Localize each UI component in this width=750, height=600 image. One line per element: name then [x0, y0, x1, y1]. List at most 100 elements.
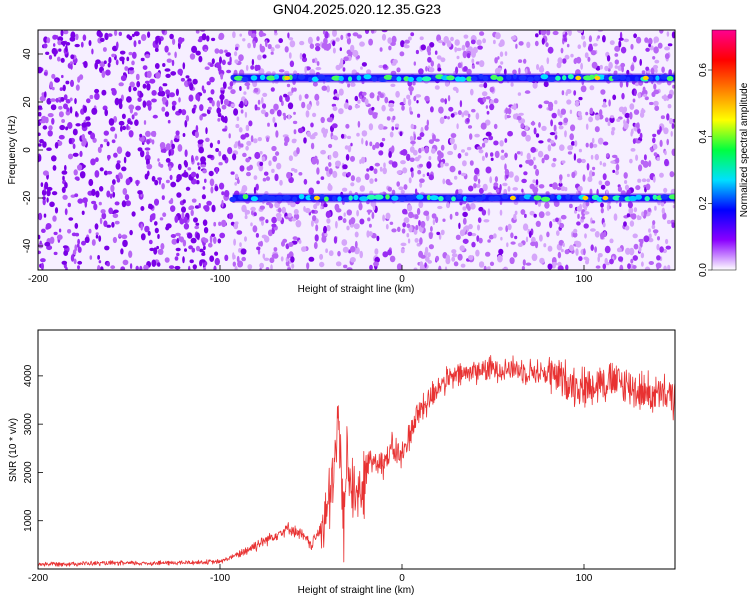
spectrogram-cell	[613, 213, 618, 221]
spectrogram-cell	[335, 220, 338, 229]
spectrogram-cell	[509, 257, 515, 265]
spectrogram-cell	[66, 107, 70, 112]
spectrogram-cell	[218, 162, 223, 166]
spectrogram-cell	[406, 233, 410, 238]
spectrogram-cell	[560, 186, 566, 192]
spectrogram-cell	[38, 132, 41, 137]
spectrogram-cell	[350, 245, 356, 253]
spectrogram-cell	[372, 112, 378, 119]
spectrogram-cell	[606, 55, 611, 62]
tone-blob	[628, 195, 638, 202]
spectrogram-cell	[346, 135, 352, 140]
spectrogram-cell	[287, 32, 290, 39]
spectrogram-cell	[234, 265, 238, 270]
spectrogram-cell	[624, 180, 628, 184]
spectrogram-cell	[265, 39, 268, 48]
spectrogram-cell	[422, 173, 426, 178]
spectrogram-cell	[128, 85, 132, 93]
spectrogram-cell	[159, 163, 164, 168]
y-tick-label: 0	[22, 147, 33, 153]
spectrogram-cell	[292, 120, 298, 125]
spectrogram-cell	[470, 88, 474, 96]
spectrogram-cell	[262, 177, 267, 182]
spectrogram-cell	[253, 186, 257, 195]
spectrogram-cell	[188, 94, 194, 102]
spectrogram-cell	[97, 146, 102, 153]
spectrogram-cell	[467, 113, 471, 118]
spectrogram-cell	[82, 197, 88, 204]
spectrogram-cell	[241, 185, 248, 192]
spectrogram-cell	[314, 93, 320, 101]
spectrogram-cell	[449, 137, 455, 145]
spectrogram-cell	[390, 83, 396, 88]
spectrogram-cell	[146, 139, 150, 145]
spectrogram-cell	[340, 34, 344, 41]
spectrogram-cell	[636, 214, 640, 221]
spectrogram-cell	[282, 238, 288, 243]
tone-blob	[465, 196, 475, 202]
spectrogram-cell	[39, 95, 46, 102]
spectrogram-cell	[125, 151, 131, 158]
spectrogram-cell	[324, 166, 329, 172]
spectrogram-cell	[181, 212, 185, 220]
spectrogram-cell	[100, 143, 103, 148]
chart-title: GN04.2025.020.12.35.G23	[273, 1, 441, 17]
tone-blob	[660, 194, 669, 200]
spectrogram-cell	[591, 61, 598, 69]
spectrogram-cell	[670, 130, 673, 137]
spectrogram-cell	[381, 104, 386, 112]
spectrogram-cell	[408, 177, 412, 184]
spectrogram-cell	[184, 149, 188, 157]
spectrogram-cell	[629, 111, 633, 120]
spectrogram-cell	[637, 92, 641, 99]
spectrogram-cell	[316, 180, 320, 185]
spectrogram-cell	[485, 251, 491, 257]
tone-blob	[501, 194, 509, 200]
spectrogram-cell	[118, 31, 123, 36]
spectrogram-cell	[171, 59, 175, 67]
spectrogram-cell	[472, 46, 478, 54]
spectrogram-cell	[217, 140, 221, 145]
spectrogram-cell	[630, 64, 635, 72]
spectrogram-cell	[382, 251, 389, 258]
spectrogram-cell	[236, 116, 240, 122]
spectrogram-cell	[273, 247, 278, 252]
spectrogram-cell	[630, 131, 633, 137]
spectrogram-cell	[86, 116, 91, 121]
spectrogram-cell	[444, 266, 448, 270]
spectrogram-cell	[503, 68, 507, 76]
spectrogram-cell	[185, 186, 191, 191]
spectrogram-cell	[575, 100, 580, 107]
spectrogram-cell	[558, 121, 563, 126]
spectrogram-cell	[52, 165, 57, 171]
spectrogram-cell	[270, 264, 273, 270]
spectrogram-cell	[645, 183, 651, 191]
spectrogram-cell	[98, 201, 102, 206]
spectrogram-cell	[620, 62, 626, 68]
spectrogram-cell	[176, 192, 182, 198]
spectrogram-cell	[504, 163, 507, 171]
spectrogram-cell	[444, 98, 448, 105]
spectrogram-cell	[126, 123, 129, 130]
spectrogram-cell	[366, 69, 372, 75]
spectrogram-cell	[531, 253, 538, 262]
spectrogram-cell	[447, 95, 451, 102]
spectrogram-cell	[653, 83, 657, 90]
spectrogram-cell	[245, 124, 249, 132]
spectrogram-cell	[48, 125, 53, 131]
spectrogram-cell	[573, 228, 578, 234]
spectrogram-cell	[190, 171, 197, 178]
spectrogram-cell	[103, 220, 108, 227]
spectrogram-cell	[353, 223, 360, 230]
spectrogram-cell	[493, 39, 496, 45]
spectrogram-cell	[401, 105, 405, 111]
spectrogram-cell	[161, 106, 166, 112]
spectrogram-cell	[275, 151, 280, 156]
spectrogram-cell	[63, 94, 68, 101]
spectrogram-cell	[459, 229, 465, 237]
spectrogram-cell	[551, 162, 556, 168]
spectrogram-cell	[214, 48, 220, 54]
spectrogram-cell	[333, 236, 338, 244]
spectrogram-cell	[240, 134, 246, 140]
spectrogram-cell	[223, 98, 229, 106]
